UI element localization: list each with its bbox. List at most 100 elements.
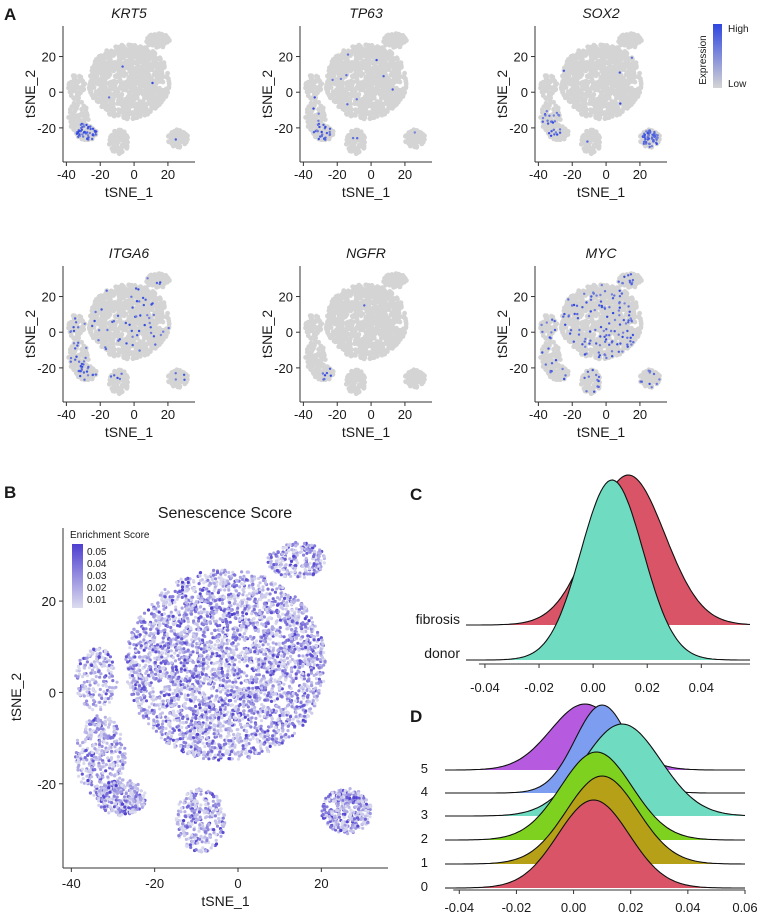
expressing-cell-point — [346, 103, 349, 106]
cell-point — [613, 104, 619, 110]
cell-point — [145, 59, 151, 65]
cell-point — [370, 94, 376, 100]
cell-point — [126, 75, 132, 81]
expressing-cell-point — [320, 134, 323, 138]
cell-point — [600, 96, 606, 102]
cell-point — [562, 132, 568, 138]
cell-point — [583, 51, 588, 57]
cell-point — [603, 66, 609, 72]
cell-point — [590, 69, 595, 74]
cell-point — [118, 50, 124, 55]
expressing-cell-point — [91, 137, 94, 141]
cell-point — [118, 95, 124, 100]
cell-point — [110, 104, 116, 110]
cell-point — [382, 53, 388, 59]
cell-point — [582, 112, 588, 117]
cell-point — [613, 76, 618, 82]
cell-point — [124, 134, 130, 140]
cell-point — [590, 95, 596, 100]
cell-point — [572, 103, 578, 109]
cell-point — [93, 89, 99, 95]
cell-point — [355, 50, 361, 55]
cell-point — [72, 106, 78, 111]
cell-point — [79, 106, 84, 112]
cell-point — [332, 70, 338, 76]
expressing-cell-point — [91, 133, 94, 137]
cell-point — [602, 112, 608, 118]
cell-point — [132, 83, 137, 88]
cell-point — [165, 37, 171, 43]
cell-point — [407, 133, 413, 138]
cell-point — [595, 87, 601, 93]
expressing-cell-point — [558, 128, 562, 131]
cell-point — [350, 93, 356, 99]
cell-point — [322, 117, 328, 122]
cell-point — [108, 134, 113, 140]
cell-point — [382, 48, 388, 54]
cell-point — [75, 99, 81, 104]
cell-point — [633, 60, 639, 66]
cell-point — [341, 48, 347, 54]
expressing-cell-point — [317, 112, 320, 115]
cell-point — [553, 80, 558, 86]
cell-point — [588, 151, 594, 157]
x-axis-label: tSNE_1 — [105, 184, 153, 200]
expressing-cell-point — [93, 129, 96, 132]
cell-point — [81, 86, 87, 92]
cell-point — [131, 66, 137, 72]
cell-point — [382, 101, 388, 106]
expressing-cell-point — [391, 88, 394, 91]
x-tick-label: -40 — [529, 167, 548, 182]
cell-point — [144, 109, 150, 115]
cell-point — [363, 75, 369, 81]
cell-point — [346, 65, 352, 71]
cell-point — [88, 80, 94, 86]
cell-point — [309, 73, 314, 79]
expressing-cell-point — [651, 133, 654, 136]
cell-point — [550, 123, 556, 129]
cell-point — [360, 96, 366, 102]
cell-point — [557, 117, 563, 122]
cell-point — [141, 104, 147, 110]
cell-point — [633, 41, 639, 46]
cell-point — [381, 109, 387, 115]
cell-point — [71, 122, 77, 127]
cell-point — [416, 138, 421, 144]
cell-point — [367, 112, 373, 118]
cell-point — [386, 87, 392, 93]
cell-point — [310, 79, 316, 85]
cell-point — [574, 95, 580, 101]
expressing-cell-point — [643, 140, 647, 143]
expressing-cell-point — [331, 78, 334, 82]
cell-point — [89, 72, 95, 78]
cell-point — [376, 54, 381, 59]
expressing-cell-point — [413, 131, 416, 134]
cell-point — [71, 100, 77, 106]
expressing-cell-point — [619, 102, 622, 105]
cell-point — [577, 74, 583, 80]
cell-point — [337, 65, 343, 71]
cell-point — [160, 35, 165, 41]
expressing-cell-point — [87, 125, 90, 129]
cell-point — [150, 34, 155, 40]
cell-point — [121, 73, 127, 79]
cell-point — [179, 138, 184, 144]
cell-point — [160, 96, 166, 101]
cell-point — [368, 66, 374, 72]
gene-title-sox2: SOX2 — [582, 5, 620, 21]
cell-point — [326, 72, 332, 78]
expressing-cell-point — [654, 136, 658, 140]
cell-point — [353, 151, 359, 157]
cell-point — [334, 81, 340, 86]
cell-point — [149, 87, 155, 93]
cell-point — [577, 87, 582, 93]
cell-point — [148, 94, 154, 100]
cell-point — [159, 92, 165, 98]
cell-point — [407, 141, 413, 147]
cell-point — [398, 60, 404, 66]
cell-point — [540, 88, 546, 94]
x-tick-label: 20 — [633, 167, 647, 182]
cell-point — [629, 61, 635, 67]
cell-point — [339, 55, 345, 61]
